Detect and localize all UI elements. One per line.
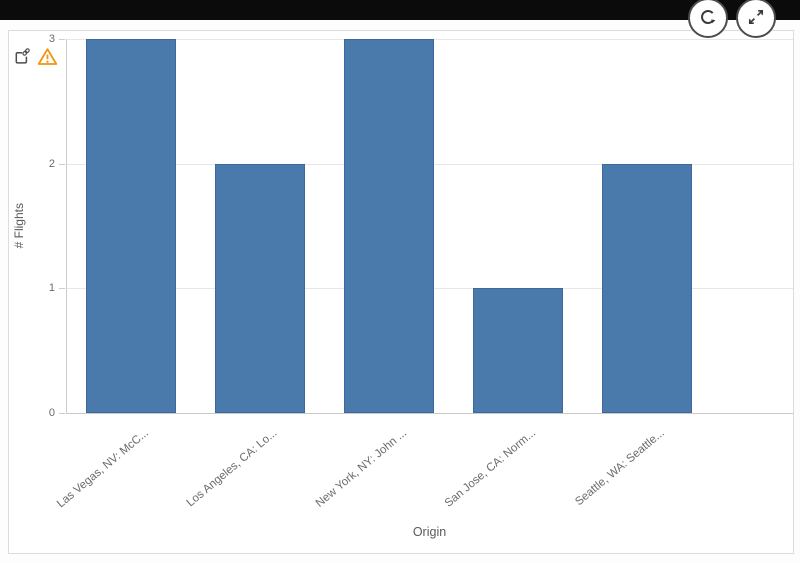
y-tick-label: 2 bbox=[48, 157, 55, 170]
y-tick-label: 0 bbox=[48, 407, 55, 419]
card-indicators bbox=[13, 47, 58, 71]
x-axis-category-label[interactable]: New York, NY: John ... bbox=[313, 427, 409, 510]
bar[interactable] bbox=[215, 163, 305, 413]
y-axis-title: # Flights bbox=[12, 203, 26, 249]
x-axis-title: Origin bbox=[412, 525, 447, 539]
y-tick-label: 1 bbox=[48, 282, 55, 295]
expand-button[interactable] bbox=[736, 0, 776, 38]
x-axis-category-label[interactable]: Seattle, WA: Seattle... bbox=[573, 427, 667, 509]
bar-chart-plot: 0 1 2 3 Las Vegas, NV: McC... Los Angeles, CA… bbox=[9, 31, 793, 553]
warning-icon[interactable] bbox=[37, 47, 58, 71]
bar[interactable] bbox=[602, 163, 692, 413]
x-axis-category-label[interactable]: Los Angeles, CA: Lo... bbox=[184, 427, 280, 510]
y-tick-mark bbox=[59, 288, 65, 290]
bar[interactable] bbox=[344, 39, 434, 413]
x-axis-category-label[interactable]: Las Vegas, NV: McC... bbox=[54, 427, 151, 511]
y-tick-mark bbox=[59, 163, 65, 165]
x-axis-category-label[interactable]: San Jose, CA: Norm... bbox=[442, 427, 538, 510]
refresh-button[interactable] bbox=[688, 0, 728, 38]
chart-card: # Flights 0 1 2 3 Las Vegas, NV: McC... Los A… bbox=[8, 30, 794, 554]
expand-icon bbox=[746, 7, 766, 30]
y-axis-line bbox=[66, 39, 67, 413]
y-tick-mark bbox=[59, 413, 65, 414]
y-tick-mark bbox=[59, 39, 65, 40]
top-toolbar bbox=[0, 0, 800, 20]
y-tick-label: 3 bbox=[48, 33, 55, 45]
x-axis-line bbox=[66, 413, 793, 414]
refresh-icon bbox=[698, 7, 718, 30]
bar[interactable] bbox=[473, 288, 563, 413]
share-link-icon bbox=[13, 47, 32, 71]
bar[interactable] bbox=[86, 39, 176, 413]
